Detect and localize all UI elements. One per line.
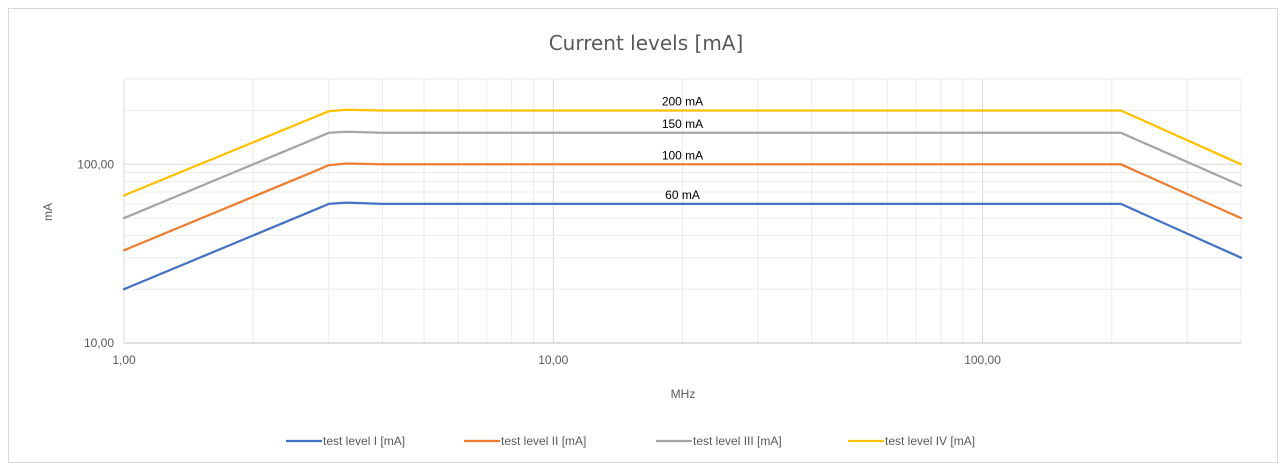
annotation-label-0: 200 mA — [662, 94, 703, 108]
series-layer — [122, 108, 1243, 291]
x-tick-label-2: 100,00 — [964, 353, 1001, 367]
x-tick-label-1: 10,00 — [538, 353, 568, 367]
annotation-layer: 200 mA 150 mA 100 mA 60 mA — [662, 94, 703, 201]
annotation-label-3: 60 mA — [665, 188, 700, 202]
series-line-3 — [122, 130, 1243, 220]
chart-title: Current levels [mA] — [549, 31, 744, 55]
annotation-label-2: 100 mA — [662, 148, 703, 162]
y-axis-title: mA — [41, 203, 55, 221]
legend-label-4: test level IV [mA] — [885, 434, 975, 448]
y-tick-label-1: 100,00 — [77, 157, 114, 171]
x-axis-title: MHz — [671, 387, 696, 401]
tick-layer: 1,00 10,00 100,00 10,00 100,00 — [77, 157, 1001, 367]
legend: test level I [mA] test level II [mA] test … — [286, 434, 975, 448]
x-tick-label-0: 1,00 — [112, 353, 136, 367]
series-line-4 — [122, 108, 1243, 197]
grid — [123, 78, 1242, 344]
y-tick-label-0: 10,00 — [84, 336, 114, 350]
series-line-1 — [122, 201, 1243, 291]
series-line-2 — [122, 162, 1243, 252]
legend-label-3: test level III [mA] — [693, 434, 782, 448]
annotation-label-1: 150 mA — [662, 117, 703, 131]
legend-label-2: test level II [mA] — [501, 434, 586, 448]
legend-label-1: test level I [mA] — [323, 434, 405, 448]
